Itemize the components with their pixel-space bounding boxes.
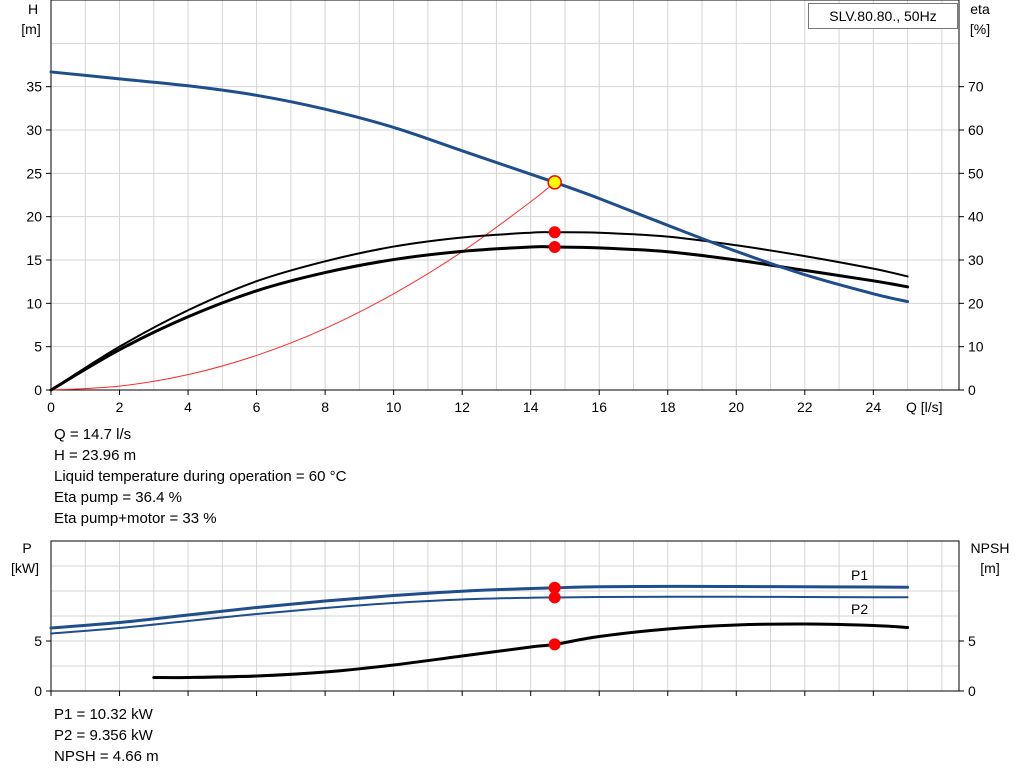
x-tick-label: 4: [184, 399, 192, 415]
y-right-tick-label: 10: [968, 339, 984, 355]
y-left-title-top: H: [28, 1, 38, 17]
y-left-unit-bottom: [kW]: [11, 560, 39, 576]
eta-pump-motor-curve: [49, 245, 910, 392]
y-right-tick-label: 70: [968, 79, 984, 95]
x-tick-label: 0: [47, 399, 55, 415]
bottom-plot-frame: [50, 540, 960, 692]
p2-point-marker: [548, 591, 561, 604]
bottom-axis-ticks: 0 5 0 5: [34, 633, 976, 699]
x-tick-label: 14: [523, 399, 539, 415]
x-tick-label: 10: [386, 399, 402, 415]
top-series: [49, 70, 910, 392]
head-curve: [49, 70, 910, 304]
x-tick-label: 16: [591, 399, 607, 415]
y-left-tick-label: 5: [34, 339, 42, 355]
x-tick-label: 2: [116, 399, 124, 415]
readout-npsh: NPSH = 4.66 m: [54, 748, 159, 765]
y-left-tick-label: 0: [34, 683, 42, 699]
y-left-tick-label: 10: [26, 295, 42, 311]
readout-h: H = 23.96 m: [54, 447, 137, 464]
bottom-series: [49, 581, 910, 680]
y-right-tick-label: 20: [968, 295, 984, 311]
y-left-tick-label: 25: [26, 165, 42, 181]
x-tick-label: 18: [660, 399, 676, 415]
y-right-tick-label: 40: [968, 209, 984, 225]
npsh-curve: [152, 622, 910, 680]
y-right-tick-label: 50: [968, 165, 984, 181]
duty-point-marker: [547, 175, 562, 190]
y-left-tick-label: 35: [26, 79, 42, 95]
system-curve-curve: [50, 181, 556, 391]
x-tick-label: 24: [866, 399, 882, 415]
y-left-tick-label: 30: [26, 122, 42, 138]
y-right-tick-label: 0: [968, 382, 976, 398]
eta-pump-motor-point-marker: [548, 241, 561, 253]
npsh-point-marker: [548, 638, 561, 651]
y-left-tick-label: 0: [34, 382, 42, 398]
y-left-unit-top: [m]: [21, 21, 40, 37]
x-tick-label: 8: [321, 399, 329, 415]
x-tick-label: 12: [454, 399, 470, 415]
bottom-grid: [51, 541, 959, 691]
readout-eta-pump-motor: Eta pump+motor = 33 %: [54, 510, 217, 527]
p1-series-label: P1: [851, 567, 868, 583]
readout-temp: Liquid temperature during operation = 60…: [54, 468, 347, 485]
model-label-box: SLV.80.80., 50Hz: [808, 3, 958, 29]
p2-curve: [50, 595, 909, 635]
top-axis-ticks: 0 2 4 6 8 10 12 14 16 18 20 22 240510152025303501020…: [26, 79, 983, 415]
model-label: SLV.80.80., 50Hz: [829, 8, 937, 24]
y-right-title-bottom: NPSH: [971, 540, 1010, 556]
readout-q: Q = 14.7 l/s: [54, 426, 132, 443]
top-grid: [51, 0, 959, 390]
readout-eta-pump: Eta pump = 36.4 %: [54, 489, 182, 506]
y-right-tick-label: 30: [968, 252, 984, 268]
readout-p1: P1 = 10.32 kW: [54, 706, 153, 723]
x-tick-label: 20: [728, 399, 744, 415]
y-right-unit-top: [%]: [970, 21, 990, 37]
p2-series-label: P2: [851, 601, 868, 617]
y-right-tick-label: 0: [968, 683, 976, 699]
y-left-tick-label: 15: [26, 252, 42, 268]
top-plot-frame: [50, 0, 960, 391]
x-tick-label: 6: [253, 399, 261, 415]
readout-p2: P2 = 9.356 kW: [54, 727, 153, 744]
p1-curve: [49, 584, 910, 630]
y-right-tick-label: 60: [968, 122, 984, 138]
x-tick-label: 22: [797, 399, 813, 415]
y-left-tick-label: 20: [26, 209, 42, 225]
y-left-tick-label: 5: [34, 633, 42, 649]
eta-pump-curve: [50, 231, 909, 391]
x-axis-title: Q [l/s]: [906, 399, 943, 415]
eta-pump-point-marker: [548, 226, 561, 239]
y-right-tick-label: 5: [968, 633, 976, 649]
top-readout: Q = 14.7 l/s H = 23.96 m Liquid temperat…: [54, 424, 346, 529]
bottom-readout: P1 = 10.32 kW P2 = 9.356 kW NPSH = 4.66 …: [54, 704, 159, 767]
y-right-unit-bottom: [m]: [980, 560, 999, 576]
y-left-title-bottom: P: [22, 540, 31, 556]
y-right-title-top: eta: [970, 1, 990, 17]
